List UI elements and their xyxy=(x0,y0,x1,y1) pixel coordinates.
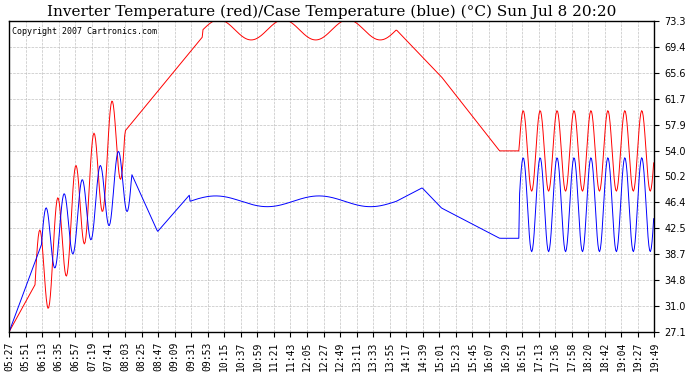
Title: Inverter Temperature (red)/Case Temperature (blue) (°C) Sun Jul 8 20:20: Inverter Temperature (red)/Case Temperat… xyxy=(47,4,616,18)
Text: Copyright 2007 Cartronics.com: Copyright 2007 Cartronics.com xyxy=(12,27,157,36)
